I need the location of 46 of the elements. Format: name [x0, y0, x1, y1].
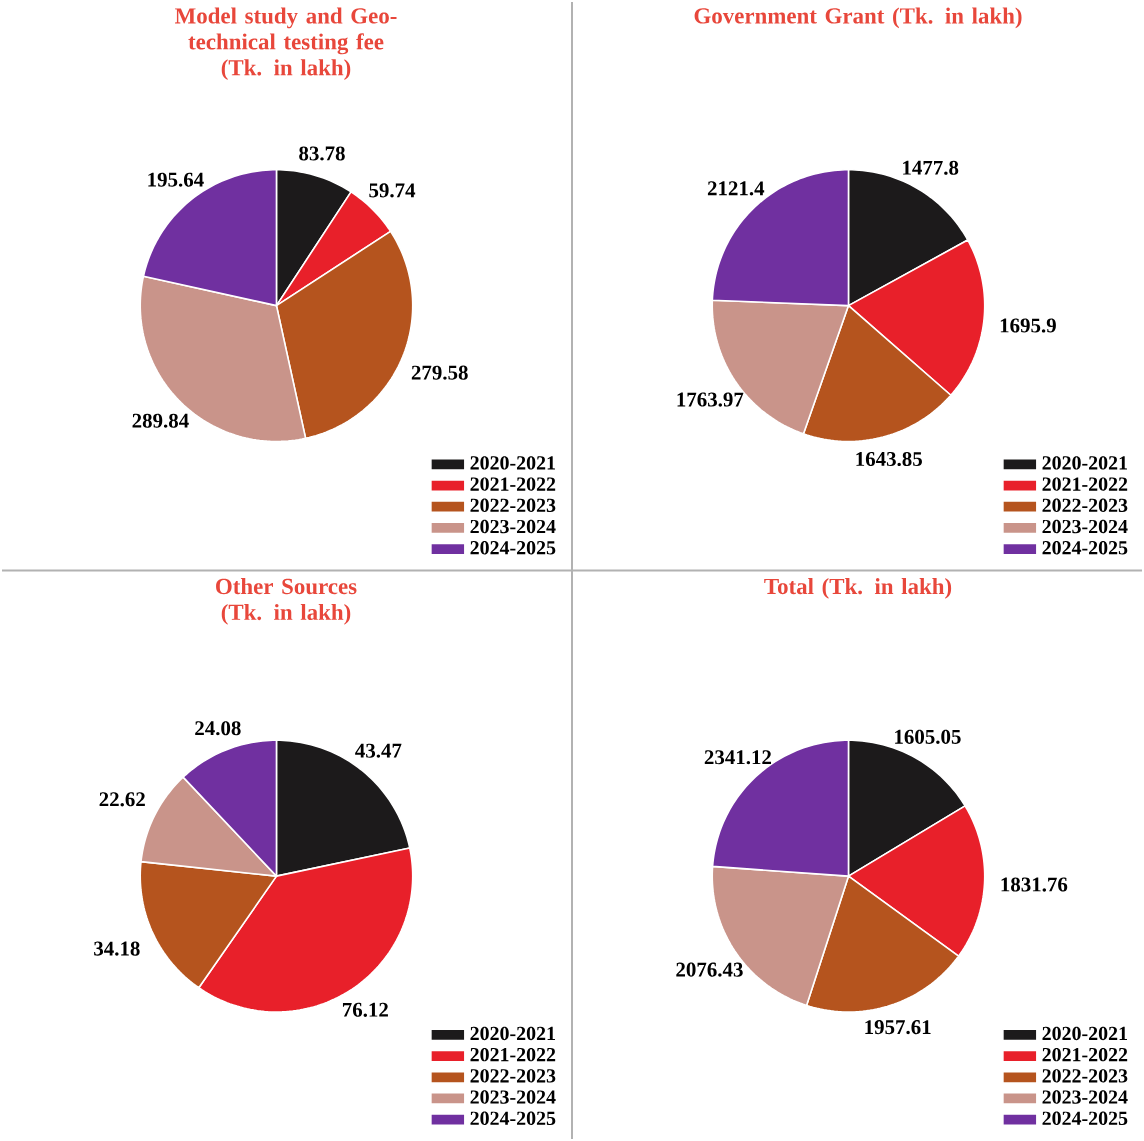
- data-label: 76.12: [342, 1002, 388, 1017]
- data-label: 34.18: [94, 941, 140, 956]
- data-label: 1831.76: [1001, 877, 1068, 892]
- data-label: 279.58: [411, 365, 468, 380]
- data-label: 1477.8: [903, 160, 959, 175]
- data-label: 24.08: [195, 721, 241, 736]
- legend-label: 2021-2022: [470, 477, 556, 491]
- data-label: 43.47: [355, 743, 402, 758]
- legend-label: 2020-2021: [1042, 1026, 1127, 1041]
- chart-subtitle: (Tk. in lakh): [221, 59, 351, 81]
- data-label: 59.74: [369, 183, 416, 198]
- legend-label: 2023-2024: [1042, 1090, 1128, 1104]
- data-label: 1605.05: [895, 729, 961, 744]
- legend-label: 2020-2021: [470, 456, 555, 470]
- legend-label: 2021-2022: [470, 1047, 556, 1062]
- data-label: 2076.43: [676, 962, 743, 977]
- chart-title: Other Sources: [216, 578, 357, 595]
- data-label: 195.64: [148, 172, 204, 187]
- data-label: 289.84: [132, 413, 189, 428]
- data-label: 1763.97: [677, 392, 744, 407]
- legend-label: 2024-2025: [470, 1111, 556, 1126]
- legend-label: 2021-2022: [1042, 477, 1128, 491]
- legend-label: 2024-2025: [470, 541, 556, 555]
- data-label: 1695.9: [1000, 318, 1056, 333]
- legend-label: 2024-2025: [1042, 541, 1128, 555]
- data-label: 1957.61: [865, 1020, 931, 1035]
- legend-label: 2024-2025: [1042, 1111, 1128, 1126]
- data-label: 2121.4: [707, 181, 765, 196]
- data-label: 22.62: [99, 792, 145, 807]
- legend-label: 2022-2023: [470, 498, 556, 513]
- legend-label: 2022-2023: [470, 1069, 556, 1083]
- legend-label: 2023-2024: [1042, 519, 1128, 534]
- chart-title: Government Grant (Tk. in lakh): [694, 7, 1022, 29]
- legend-label: 2023-2024: [470, 1090, 556, 1104]
- legend-label: 2023-2024: [470, 519, 556, 534]
- legend-label: 2020-2021: [1042, 456, 1127, 470]
- chart-title: Model study and Geo-technical testing fee: [175, 7, 397, 55]
- chart-subtitle: (Tk. in lakh): [221, 603, 351, 625]
- legend-label: 2020-2021: [470, 1026, 555, 1041]
- data-label: 1643.85: [856, 451, 922, 467]
- data-label: 83.78: [299, 146, 345, 161]
- legend-label: 2021-2022: [1042, 1047, 1128, 1062]
- data-label: 2341.12: [704, 750, 772, 765]
- legend-label: 2022-2023: [1042, 498, 1128, 513]
- legend-label: 2022-2023: [1042, 1069, 1128, 1083]
- chart-title: Total (Tk. in lakh): [764, 578, 952, 599]
